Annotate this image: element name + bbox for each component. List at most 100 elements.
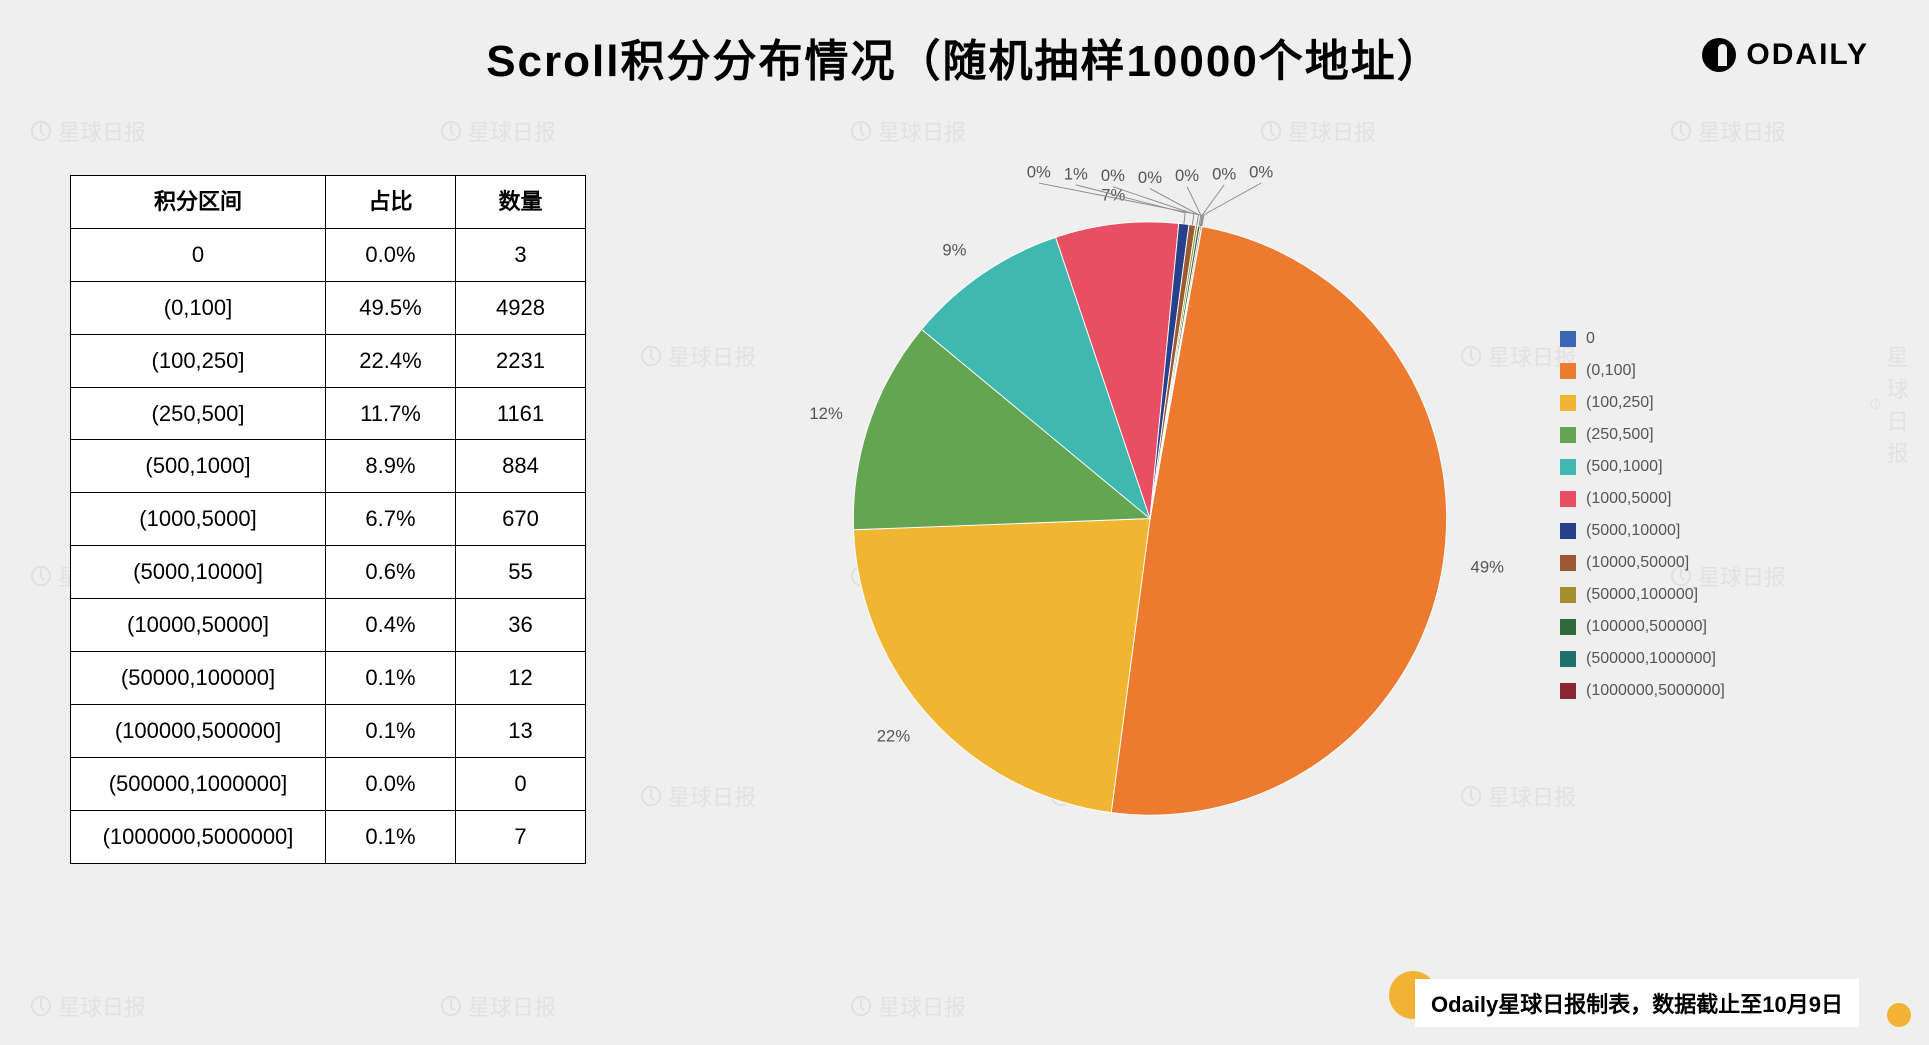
pie-slice-label: 0% [1175, 166, 1199, 185]
pie-slice-label: 0% [1027, 162, 1051, 181]
legend-swatch [1560, 587, 1576, 603]
legend-swatch [1560, 619, 1576, 635]
legend-label: (0,100] [1586, 362, 1636, 380]
pie-slice-label: 0% [1138, 168, 1162, 187]
legend-swatch [1560, 395, 1576, 411]
legend-swatch [1560, 459, 1576, 475]
cell-count: 13 [456, 704, 586, 757]
cell-range: (500,1000] [71, 440, 326, 493]
table-body: 00.0%3(0,100]49.5%4928(100,250]22.4%2231… [71, 228, 586, 863]
legend-swatch [1560, 331, 1576, 347]
legend-item: (100000,500000] [1560, 618, 1725, 636]
cell-range: (500000,1000000] [71, 757, 326, 810]
cell-range: (250,500] [71, 387, 326, 440]
table-row: (5000,10000]0.6%55 [71, 546, 586, 599]
watermark-icon: 星球日报 [30, 990, 146, 1022]
table-row: 00.0%3 [71, 228, 586, 281]
legend-label: 0 [1586, 330, 1595, 348]
cell-range: (100,250] [71, 334, 326, 387]
col-range-header: 积分区间 [71, 176, 326, 229]
pie-legend: 0 (0,100] (100,250] (250,500] (500,1000] (100… [1560, 330, 1725, 700]
legend-item: 0 [1560, 330, 1725, 348]
legend-label: (5000,10000] [1586, 522, 1680, 540]
legend-swatch [1560, 683, 1576, 699]
footer-small-dot-icon [1887, 1003, 1911, 1027]
table-row: (100000,500000]0.1%13 [71, 704, 586, 757]
pie-slice-label: 22% [877, 726, 911, 745]
cell-pct: 0.1% [326, 810, 456, 863]
footer-text: Odaily星球日报制表，数据截止至10月9日 [1415, 979, 1859, 1027]
cell-range: (5000,10000] [71, 546, 326, 599]
pie-slice [854, 519, 1150, 813]
pie-slice-label: 9% [942, 240, 966, 259]
legend-item: (0,100] [1560, 362, 1725, 380]
legend-item: (10000,50000] [1560, 554, 1725, 572]
distribution-table: 积分区间 占比 数量 00.0%3(0,100]49.5%4928(100,25… [70, 175, 586, 864]
legend-label: (1000,5000] [1586, 490, 1671, 508]
cell-pct: 0.6% [326, 546, 456, 599]
legend-label: (500,1000] [1586, 458, 1663, 476]
table-row: (1000,5000]6.7%670 [71, 493, 586, 546]
cell-count: 1161 [456, 387, 586, 440]
cell-count: 7 [456, 810, 586, 863]
legend-label: (1000000,5000000] [1586, 682, 1725, 700]
cell-range: (1000,5000] [71, 493, 326, 546]
table-row: (250,500]11.7%1161 [71, 387, 586, 440]
table-row: (0,100]49.5%4928 [71, 281, 586, 334]
legend-item: (1000,5000] [1560, 490, 1725, 508]
col-pct-header: 占比 [326, 176, 456, 229]
pie-slice-label: 12% [809, 404, 843, 423]
cell-range: (1000000,5000000] [71, 810, 326, 863]
legend-swatch [1560, 555, 1576, 571]
legend-swatch [1560, 491, 1576, 507]
cell-pct: 8.9% [326, 440, 456, 493]
table-row: (100,250]22.4%2231 [71, 334, 586, 387]
cell-pct: 0.1% [326, 704, 456, 757]
cell-count: 4928 [456, 281, 586, 334]
pie-slice-label: 1% [1064, 164, 1088, 183]
cell-count: 12 [456, 652, 586, 705]
footer-caption: Odaily星球日报制表，数据截止至10月9日 [1391, 979, 1859, 1027]
legend-label: (10000,50000] [1586, 554, 1689, 572]
table-row: (500000,1000000]0.0%0 [71, 757, 586, 810]
legend-swatch [1560, 651, 1576, 667]
table-row: (500,1000]8.9%884 [71, 440, 586, 493]
legend-item: (500,1000] [1560, 458, 1725, 476]
legend-item: (250,500] [1560, 426, 1725, 444]
pie-slice-label: 49% [1471, 558, 1505, 577]
cell-count: 3 [456, 228, 586, 281]
pie-chart: 49%22%12%9%7%0%1%0%0%0%0%0% [770, 120, 1530, 880]
cell-range: (50000,100000] [71, 652, 326, 705]
watermark-icon: 星球日报 [440, 990, 556, 1022]
cell-count: 55 [456, 546, 586, 599]
legend-label: (100,250] [1586, 394, 1654, 412]
legend-item: (1000000,5000000] [1560, 682, 1725, 700]
watermark-icon: 星球日报 [440, 115, 556, 147]
cell-count: 884 [456, 440, 586, 493]
watermark-icon: 星球日报 [30, 115, 146, 147]
table-header-row: 积分区间 占比 数量 [71, 176, 586, 229]
pie-slice-label: 0% [1249, 162, 1273, 181]
cell-range: (0,100] [71, 281, 326, 334]
legend-item: (5000,10000] [1560, 522, 1725, 540]
legend-swatch [1560, 427, 1576, 443]
pie-svg: 49%22%12%9%7%0%1%0%0%0%0%0% [770, 120, 1530, 880]
page-title: Scroll积分分布情况（随机抽样10000个地址） [0, 25, 1929, 89]
legend-swatch [1560, 523, 1576, 539]
cell-pct: 0.1% [326, 652, 456, 705]
table-row: (50000,100000]0.1%12 [71, 652, 586, 705]
cell-pct: 11.7% [326, 387, 456, 440]
watermark-icon: 星球日报 [640, 340, 756, 372]
legend-label: (500000,1000000] [1586, 650, 1716, 668]
watermark-icon: 星球日报 [1870, 340, 1929, 468]
legend-label: (100000,500000] [1586, 618, 1707, 636]
col-cnt-header: 数量 [456, 176, 586, 229]
brand-text: ODAILY [1746, 38, 1869, 72]
watermark-icon: 星球日报 [640, 780, 756, 812]
legend-item: (50000,100000] [1560, 586, 1725, 604]
watermark-icon: 星球日报 [1670, 115, 1786, 147]
cell-count: 670 [456, 493, 586, 546]
table-row: (10000,50000]0.4%36 [71, 599, 586, 652]
cell-count: 2231 [456, 334, 586, 387]
pie-slice-label: 0% [1101, 166, 1125, 185]
